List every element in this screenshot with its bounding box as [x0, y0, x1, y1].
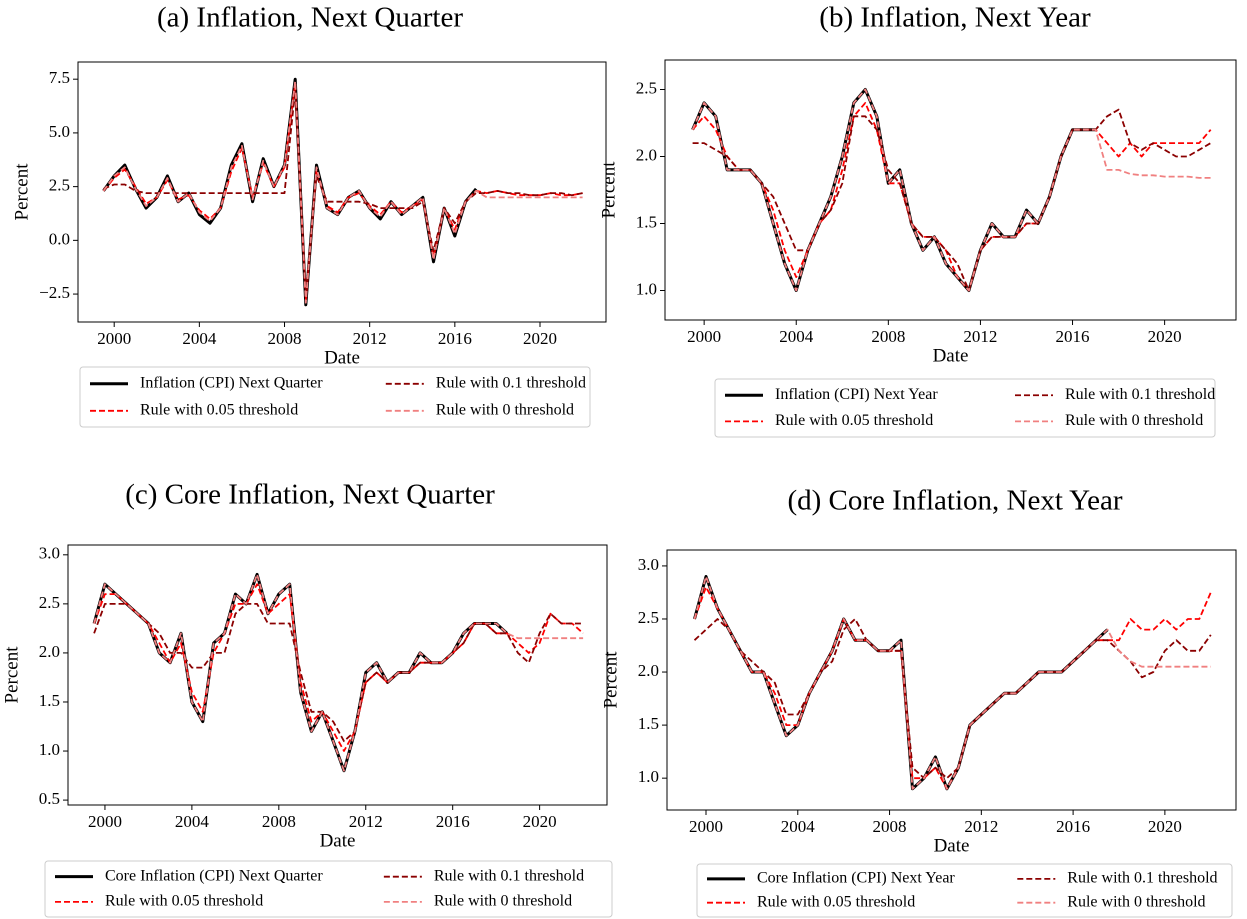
series-line	[693, 575, 1109, 791]
x-tick-label: 2016	[438, 329, 472, 348]
series-line	[692, 108, 1212, 292]
x-axis-label: Date	[324, 347, 360, 368]
panel: (c) Core Inflation, Next Quarter 0.5 1.0 1.…	[1, 479, 613, 918]
x-axis-label: Date	[934, 835, 970, 856]
x-tick-label: 2012	[349, 812, 383, 831]
x-tick-label: 2012	[963, 327, 997, 346]
x-tick-label: 2008	[873, 817, 907, 836]
legend-label: Core Inflation (CPI) Next Year	[757, 870, 955, 887]
plot-frame	[77, 61, 607, 323]
x-tick-label: 2000	[689, 817, 723, 836]
y-tick-label: 2.5	[636, 78, 657, 97]
series-line	[102, 77, 478, 307]
legend-label: Rule with 0.1 threshold	[1065, 386, 1215, 403]
legend-label: Rule with 0 threshold	[1067, 893, 1205, 910]
plot-frame	[666, 549, 1237, 811]
legend-label: Inflation (CPI) Next Quarter	[140, 374, 323, 391]
x-tick-label: 2016	[1056, 817, 1090, 836]
y-tick-label: 0.0	[49, 229, 70, 248]
x-tick-label: 2008	[262, 812, 296, 831]
y-tick-label: 3.0	[39, 544, 60, 563]
x-tick-label: 2004	[175, 812, 210, 831]
y-tick-label: 0.5	[39, 789, 60, 808]
y-axis-label: Percent	[598, 161, 619, 219]
legend-label: Rule with 0 threshold	[436, 401, 574, 418]
legend-label: Inflation (CPI) Next Year	[775, 386, 938, 403]
x-tick-label: 2020	[523, 329, 557, 348]
chart-title: (d) Core Inflation, Next Year	[787, 485, 1122, 517]
x-tick-label: 2012	[964, 817, 998, 836]
y-axis-label: Percent	[1, 646, 22, 704]
chart-title: (c) Core Inflation, Next Quarter	[125, 479, 495, 511]
legend-label: Rule with 0 threshold	[434, 893, 572, 910]
y-tick-label: 1.5	[39, 691, 60, 710]
series-line	[693, 575, 1211, 790]
legend-label: Rule with 0.05 threshold	[140, 401, 298, 418]
y-tick-label: 7.5	[49, 68, 70, 87]
legend-label: Rule with 0.05 threshold	[757, 893, 915, 910]
series-line	[102, 80, 583, 304]
x-tick-label: 2004	[779, 327, 814, 346]
x-tick-label: 2012	[353, 329, 387, 348]
y-axis-label: Percent	[600, 651, 621, 709]
x-tick-label: 2020	[1148, 327, 1182, 346]
legend-frame	[714, 378, 1216, 438]
series-line	[691, 88, 1211, 292]
x-tick-label: 2008	[268, 329, 302, 348]
x-tick-label: 2000	[687, 327, 721, 346]
x-tick-label: 2000	[97, 329, 131, 348]
legend-frame	[696, 863, 1233, 918]
y-axis-label: Percent	[11, 163, 32, 221]
legend-frame	[79, 366, 591, 428]
y-tick-label: 1.5	[636, 212, 657, 231]
x-tick-label: 2004	[182, 329, 217, 348]
x-tick-label: 2016	[1056, 327, 1090, 346]
legend-label: Rule with 0.05 threshold	[775, 412, 933, 429]
panel: (d) Core Inflation, Next Year 1.0 1.5 2.0 2.…	[600, 485, 1237, 918]
series-line	[93, 573, 584, 772]
x-tick-label: 2000	[88, 812, 122, 831]
y-tick-label: 2.5	[39, 593, 60, 612]
panel: (a) Inflation, Next Quarter −2.5 0.0 2.5 5.0…	[11, 2, 607, 428]
y-tick-label: 1.0	[638, 767, 659, 786]
y-tick-label: 2.0	[638, 661, 659, 680]
y-tick-label: 1.0	[39, 740, 60, 759]
legend-label: Rule with 0.1 threshold	[436, 374, 586, 391]
chart-title: (b) Inflation, Next Year	[819, 2, 1091, 34]
x-tick-label: 2004	[781, 817, 816, 836]
y-tick-label: 5.0	[49, 122, 70, 141]
plot-frame	[664, 59, 1237, 321]
y-tick-label: 3.0	[638, 555, 659, 574]
legend-label: Core Inflation (CPI) Next Quarter	[105, 867, 323, 884]
x-tick-label: 2020	[1148, 817, 1182, 836]
series-line	[103, 89, 583, 295]
y-tick-label: 2.0	[636, 145, 657, 164]
series-line	[93, 603, 584, 743]
plot-frame	[67, 544, 608, 806]
series-line	[691, 88, 1096, 292]
series-line	[93, 583, 584, 752]
y-tick-label: 1.5	[638, 714, 659, 733]
legend-frame	[44, 860, 613, 918]
y-tick-label: −2.5	[39, 283, 70, 302]
series-line	[92, 572, 509, 773]
y-tick-label: 2.5	[638, 608, 659, 627]
y-tick-label: 2.5	[49, 176, 70, 195]
legend-label: Rule with 0 threshold	[1065, 412, 1203, 429]
legend-label: Rule with 0.05 threshold	[105, 893, 263, 910]
legend-label: Rule with 0.1 threshold	[1067, 870, 1217, 887]
series-line	[693, 586, 1212, 790]
y-tick-label: 2.0	[39, 642, 60, 661]
x-tick-label: 2016	[436, 812, 470, 831]
series-line	[691, 102, 1212, 292]
chart-title: (a) Inflation, Next Quarter	[157, 2, 463, 34]
legend-label: Rule with 0.1 threshold	[434, 867, 584, 884]
x-tick-label: 2020	[523, 812, 557, 831]
panel: (b) Inflation, Next Year 1.0 1.5 2.0 2.5 2000…	[598, 2, 1237, 438]
y-tick-label: 1.0	[636, 279, 657, 298]
x-axis-label: Date	[933, 345, 969, 366]
x-tick-label: 2008	[871, 327, 905, 346]
x-axis-label: Date	[320, 830, 356, 851]
